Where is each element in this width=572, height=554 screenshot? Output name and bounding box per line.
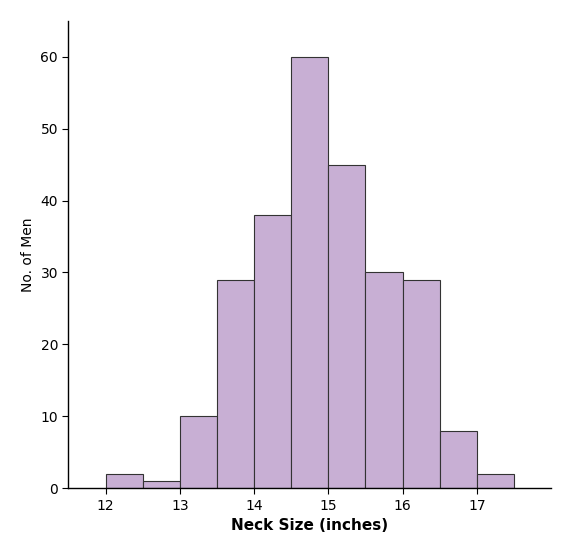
- Bar: [328, 165, 366, 488]
- Bar: [142, 481, 180, 488]
- X-axis label: Neck Size (inches): Neck Size (inches): [231, 518, 388, 533]
- Bar: [217, 280, 254, 488]
- Bar: [403, 280, 440, 488]
- Bar: [477, 474, 514, 488]
- Bar: [440, 430, 477, 488]
- Y-axis label: No. of Men: No. of Men: [21, 217, 35, 292]
- Bar: [254, 215, 291, 488]
- Bar: [106, 474, 142, 488]
- Bar: [366, 273, 403, 488]
- Bar: [180, 416, 217, 488]
- Bar: [291, 57, 328, 488]
